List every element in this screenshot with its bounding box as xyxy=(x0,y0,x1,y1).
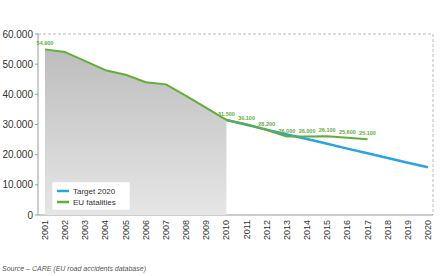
plot-area xyxy=(45,49,428,215)
data-label: 26.000 xyxy=(299,128,316,134)
x-tick-label: 2014 xyxy=(302,220,312,240)
y-tick xyxy=(35,124,38,125)
data-label: 26.100 xyxy=(319,127,336,133)
x-tick-label: 2006 xyxy=(141,220,151,240)
data-label: 28.200 xyxy=(258,121,275,127)
x-tick-label: 2015 xyxy=(322,220,332,240)
source: Source – CARE (EU road accidents databas… xyxy=(2,265,146,273)
y-tick-label: 50.000 xyxy=(2,59,33,70)
x-tick-label: 2020 xyxy=(423,220,433,240)
x-tick-label: 2013 xyxy=(282,220,292,240)
x-tick-label: 2002 xyxy=(60,220,70,240)
x-tick-label: 2001 xyxy=(40,220,50,240)
y-tick xyxy=(35,215,38,216)
x-tick-label: 2010 xyxy=(221,220,231,240)
legend-label: Target 2020 xyxy=(73,187,116,196)
shaded-area xyxy=(45,49,226,215)
y-tick xyxy=(35,94,38,95)
x-tick-label: 2003 xyxy=(80,220,90,240)
series-line xyxy=(45,49,368,139)
x-tick-label: 2018 xyxy=(383,220,393,240)
legend-box xyxy=(52,182,130,210)
y-tick-label: 30.000 xyxy=(2,119,33,130)
y-tick-label: 20.000 xyxy=(2,149,33,160)
data-label: 54.900 xyxy=(37,40,54,46)
legend-label: EU fatalities xyxy=(73,198,116,207)
data-label: 25.100 xyxy=(359,130,376,136)
frame-right xyxy=(433,34,434,215)
x-tick-label: 2005 xyxy=(121,220,131,240)
chart: 0 10.000 20.000 30.000 40.000 50.000 60.000 200… xyxy=(0,0,443,276)
data-label: 25.600 xyxy=(339,129,356,135)
x-tick-label: 2007 xyxy=(161,220,171,240)
legend-swatch xyxy=(57,190,69,193)
legend-swatch xyxy=(57,201,69,204)
x-tick-label: 2017 xyxy=(363,220,373,240)
x-tick-label: 2004 xyxy=(100,220,110,240)
data-label: 31.500 xyxy=(218,111,235,117)
x-tick-label: 2012 xyxy=(262,220,272,240)
y-tick-label: 0 xyxy=(27,210,33,221)
data-label: 30.100 xyxy=(238,115,255,121)
y-tick-label: 60.000 xyxy=(2,29,33,40)
y-tick xyxy=(35,34,38,35)
legend: Target 2020 EU fatalities xyxy=(52,182,130,210)
y-tick xyxy=(35,64,38,65)
x-tick-label: 2016 xyxy=(342,220,352,240)
y-tick xyxy=(35,184,38,185)
x-tick-label: 2009 xyxy=(201,220,211,240)
x-tick-label: 2011 xyxy=(242,220,252,239)
frame-top xyxy=(38,34,433,35)
x-tick-label: 2019 xyxy=(403,220,413,240)
y-tick xyxy=(35,154,38,155)
data-label: 26.000 xyxy=(278,128,295,134)
y-tick-label: 40.000 xyxy=(2,89,33,100)
x-tick-label: 2008 xyxy=(181,220,191,240)
y-tick-label: 10.000 xyxy=(2,179,33,190)
